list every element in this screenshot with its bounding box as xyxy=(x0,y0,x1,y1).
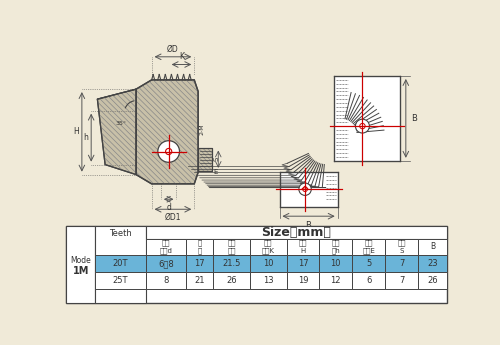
Text: 8: 8 xyxy=(163,276,168,285)
Text: Teeth: Teeth xyxy=(109,229,132,238)
Text: d: d xyxy=(166,203,171,212)
Text: 齿面: 齿面 xyxy=(264,240,272,246)
Text: 总高: 总高 xyxy=(298,240,307,246)
Text: B: B xyxy=(305,221,311,230)
Text: S: S xyxy=(214,157,220,161)
Polygon shape xyxy=(280,172,338,207)
Text: 台: 台 xyxy=(198,247,202,254)
Text: ØD1: ØD1 xyxy=(164,213,181,222)
Polygon shape xyxy=(136,80,198,184)
FancyBboxPatch shape xyxy=(320,238,352,255)
Text: 21.5: 21.5 xyxy=(222,259,240,268)
Text: H: H xyxy=(300,248,306,254)
Text: H: H xyxy=(74,127,80,136)
FancyBboxPatch shape xyxy=(418,238,447,255)
FancyBboxPatch shape xyxy=(286,255,320,273)
Polygon shape xyxy=(98,89,136,175)
FancyBboxPatch shape xyxy=(146,255,186,273)
Text: 内径K: 内径K xyxy=(262,247,274,254)
Circle shape xyxy=(356,119,370,133)
Text: 10: 10 xyxy=(330,259,341,268)
PathPatch shape xyxy=(198,148,212,171)
Text: 2-M: 2-M xyxy=(200,123,204,135)
Text: 凸: 凸 xyxy=(198,240,202,246)
Text: 6: 6 xyxy=(366,276,372,285)
Circle shape xyxy=(158,141,180,162)
Text: 10: 10 xyxy=(263,259,274,268)
Text: K: K xyxy=(179,52,184,61)
FancyBboxPatch shape xyxy=(352,238,385,255)
Text: 直径d: 直径d xyxy=(160,247,172,254)
FancyBboxPatch shape xyxy=(96,255,146,273)
FancyBboxPatch shape xyxy=(213,273,250,289)
Text: S: S xyxy=(400,248,404,254)
FancyBboxPatch shape xyxy=(250,238,286,255)
FancyBboxPatch shape xyxy=(96,226,146,303)
Text: 齿面: 齿面 xyxy=(228,240,236,246)
Text: B: B xyxy=(430,243,435,252)
FancyBboxPatch shape xyxy=(286,238,320,255)
FancyBboxPatch shape xyxy=(146,273,186,289)
FancyBboxPatch shape xyxy=(186,238,213,255)
Polygon shape xyxy=(198,148,212,171)
Text: 7: 7 xyxy=(399,259,404,268)
FancyBboxPatch shape xyxy=(385,238,418,255)
Text: 26: 26 xyxy=(427,276,438,285)
Text: E: E xyxy=(214,169,218,175)
Text: 25T: 25T xyxy=(112,276,128,285)
FancyBboxPatch shape xyxy=(186,255,213,273)
Text: 5: 5 xyxy=(366,259,372,268)
PathPatch shape xyxy=(98,89,136,175)
FancyBboxPatch shape xyxy=(320,273,352,289)
Text: 高h: 高h xyxy=(332,247,340,254)
Text: 19: 19 xyxy=(298,276,308,285)
FancyBboxPatch shape xyxy=(352,255,385,273)
FancyBboxPatch shape xyxy=(250,273,286,289)
Text: Size（mm）: Size（mm） xyxy=(262,226,331,239)
FancyBboxPatch shape xyxy=(385,255,418,273)
FancyBboxPatch shape xyxy=(213,255,250,273)
FancyBboxPatch shape xyxy=(146,226,447,238)
Text: h: h xyxy=(84,133,88,142)
FancyBboxPatch shape xyxy=(286,273,320,289)
Text: 17: 17 xyxy=(194,259,205,268)
Text: 顶孔: 顶孔 xyxy=(364,240,373,246)
FancyBboxPatch shape xyxy=(96,273,146,289)
Text: 23: 23 xyxy=(427,259,438,268)
FancyBboxPatch shape xyxy=(250,255,286,273)
Text: 外径: 外径 xyxy=(228,247,236,254)
Circle shape xyxy=(299,183,312,195)
Text: Mode: Mode xyxy=(70,256,91,265)
Text: 26: 26 xyxy=(226,276,237,285)
PathPatch shape xyxy=(136,80,198,184)
FancyBboxPatch shape xyxy=(385,273,418,289)
Polygon shape xyxy=(334,76,400,161)
Text: 7: 7 xyxy=(399,276,404,285)
Text: B: B xyxy=(411,114,417,123)
FancyBboxPatch shape xyxy=(213,238,250,255)
FancyBboxPatch shape xyxy=(418,255,447,273)
Text: 齿长: 齿长 xyxy=(398,240,406,246)
FancyBboxPatch shape xyxy=(320,255,352,273)
FancyBboxPatch shape xyxy=(146,238,186,255)
Text: 6、8: 6、8 xyxy=(158,259,174,268)
Text: 35°: 35° xyxy=(115,120,126,126)
Text: ØD: ØD xyxy=(167,45,179,54)
FancyBboxPatch shape xyxy=(418,273,447,289)
Text: 13: 13 xyxy=(263,276,274,285)
Text: 17: 17 xyxy=(298,259,308,268)
Text: 20T: 20T xyxy=(112,259,128,268)
FancyBboxPatch shape xyxy=(66,226,447,303)
FancyBboxPatch shape xyxy=(66,226,96,303)
Text: 21: 21 xyxy=(194,276,205,285)
Text: 12: 12 xyxy=(330,276,341,285)
FancyBboxPatch shape xyxy=(352,273,385,289)
FancyBboxPatch shape xyxy=(186,273,213,289)
Text: 1M: 1M xyxy=(72,266,89,276)
Text: 台阶: 台阶 xyxy=(332,240,340,246)
Text: 定位E: 定位E xyxy=(362,247,375,254)
Text: 内孔: 内孔 xyxy=(162,240,170,246)
